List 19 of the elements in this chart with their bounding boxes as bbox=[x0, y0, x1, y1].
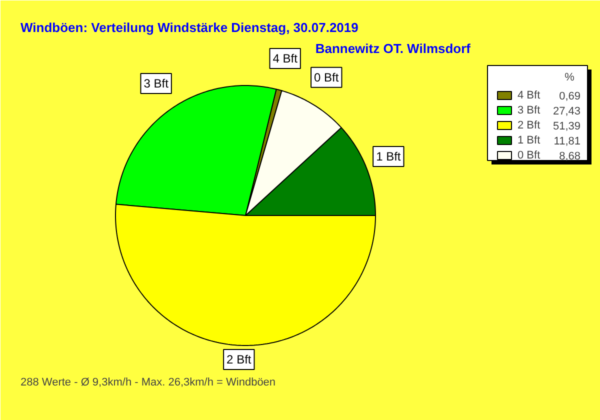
data-label: 51,39 bbox=[552, 120, 581, 132]
slice-label: 4 Bft bbox=[272, 52, 298, 66]
legend-label: 4 Bft bbox=[518, 90, 540, 102]
data-label: 8,68 bbox=[559, 150, 581, 162]
data-label: 0,69 bbox=[559, 90, 581, 102]
slice-label: 2 Bft bbox=[226, 352, 252, 366]
legend-label: 1 Bft bbox=[518, 134, 540, 146]
slice-label: 1 Bft bbox=[376, 149, 402, 164]
slice-label: 0 Bft bbox=[314, 70, 340, 84]
chart-title: Windböen: Verteilung Windstärke Dienstag, 30.07.2019 bbox=[20, 20, 358, 35]
data-label: 27,43 bbox=[552, 106, 581, 118]
slice-label: 3 Bft bbox=[144, 76, 170, 90]
legend-label: 0 Bft bbox=[518, 150, 540, 162]
text: 288 Werte - Ø 9,3km/h - Max. 26,3km/h = Windböen bbox=[20, 376, 276, 388]
legend-title: % bbox=[564, 72, 575, 84]
data-label: 11,81 bbox=[554, 136, 581, 148]
chart-subtitle: Bannewitz OT. Wilmsdorf bbox=[315, 41, 472, 56]
legend-label: 2 Bft bbox=[518, 120, 540, 132]
legend-label: 3 Bft bbox=[518, 104, 540, 116]
